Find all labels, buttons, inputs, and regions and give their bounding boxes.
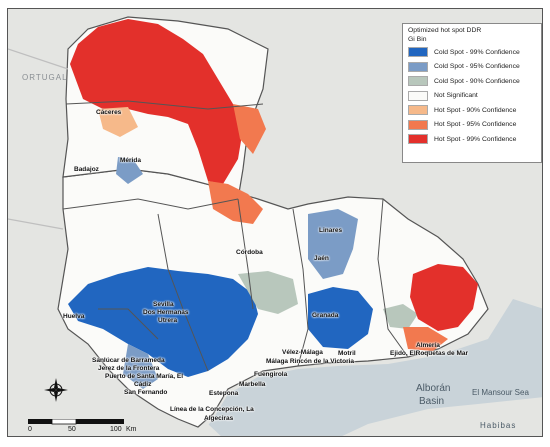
africa-land (342, 397, 542, 436)
scale-tick-0: 0 (28, 426, 32, 433)
legend-item: Cold Spot - 90% Confidence (408, 74, 536, 89)
legend-item: Cold Spot - 99% Confidence (408, 45, 536, 60)
place-jaen: Jaén (314, 255, 329, 262)
hot-spot-95-sierra (208, 181, 263, 224)
place-el-ejido: Ejido, ElRoquetas de Mar (390, 350, 469, 357)
place-linares: Linares (319, 227, 343, 234)
boundary-line (237, 198, 254, 310)
boundary-line (62, 198, 239, 210)
boundary-line (377, 198, 409, 358)
boundary-line (65, 100, 264, 110)
sea-label-mansour: El Mansour Sea (472, 388, 529, 397)
legend-swatch (408, 119, 428, 130)
place-estepona: Estepona (209, 390, 239, 397)
cold-spot-95-jaen (308, 209, 358, 279)
place-almeria: Almería (416, 342, 440, 349)
legend-rows: Cold Spot - 99% Confidence Cold Spot - 95… (408, 45, 536, 147)
map-legend: Optimized hot spot DDR Gi Bin Cold Spot … (402, 23, 542, 163)
place-marbella: Marbella (239, 381, 266, 388)
legend-item: Hot Spot - 90% Confidence (408, 103, 536, 118)
place-cadiz: Cádiz (134, 381, 152, 388)
cold-spot-90-east (383, 304, 418, 329)
road-line (8, 48, 542, 230)
legend-subtitle: Gi Bin (408, 36, 427, 43)
sea-label-alboran: Alborán (416, 383, 451, 394)
legend-title: Optimized hot spot DDR (408, 27, 482, 34)
place-badajoz: Badajoz (74, 166, 99, 173)
place-motril: Motril (338, 350, 356, 357)
place-merida: Mérida (120, 157, 141, 164)
place-rincon: Málaga Rincón de la Victoria (266, 358, 355, 365)
legend-label: Cold Spot - 95% Confidence (434, 63, 520, 71)
country-label: ORTUGAL (22, 73, 68, 82)
legend-item: Not Significant (408, 89, 536, 104)
legend-swatch (408, 105, 428, 116)
scale-unit: Km (126, 426, 137, 433)
place-sanlucar: Sanlúcar de Barrameda (92, 357, 165, 364)
place-algeciras: Algeciras (204, 415, 234, 422)
sea-label-habibas: Habibas (480, 421, 517, 430)
cold-spot-99-west (68, 267, 258, 377)
hot-spot-95-northeast (233, 104, 266, 154)
legend-label: Hot Spot - 90% Confidence (434, 106, 517, 114)
legend-swatch (408, 90, 428, 101)
place-huelva: Huelva (63, 313, 85, 320)
legend-item: Hot Spot - 95% Confidence (408, 118, 536, 133)
legend-label: Cold Spot - 99% Confidence (434, 48, 520, 56)
gibraltar-land (199, 424, 221, 436)
cold-spot-90-cordoba (238, 271, 298, 314)
legend-label: Hot Spot - 95% Confidence (434, 121, 517, 129)
place-dos-hermanas: Dos Hermanas (143, 309, 189, 316)
map-frame: ORTUGAL Cáceres Badajoz Mérida Córdoba L… (7, 8, 543, 437)
hot-spot-90-caceres (98, 107, 138, 137)
place-cordoba: Córdoba (236, 249, 263, 256)
legend-swatch (408, 76, 428, 87)
legend-label: Not Significant (434, 92, 478, 100)
scale-bar: 0 50 100 Km (28, 419, 137, 433)
sea-label-basin: Basin (419, 396, 445, 407)
boundary-line (98, 308, 159, 340)
scale-tick-50: 50 (68, 426, 76, 433)
legend-swatch (408, 134, 428, 145)
legend-item: Hot Spot - 99% Confidence (408, 132, 536, 147)
hot-spot-99-north (70, 19, 243, 184)
north-arrow-icon (44, 378, 68, 402)
place-velez: Vélez-Málaga (282, 349, 323, 356)
legend-label: Cold Spot - 90% Confidence (434, 77, 520, 85)
place-utrera: Utrera (158, 317, 178, 324)
place-sevilla: Sevilla (153, 301, 174, 308)
hot-spot-99-almeria (410, 264, 478, 331)
scale-tick-100: 100 (110, 426, 122, 433)
legend-item: Cold Spot - 95% Confidence (408, 60, 536, 75)
place-jerez: Jerez de la Frontera (98, 365, 160, 372)
place-puerto: Puerto de Santa María, El (105, 373, 184, 380)
legend-swatch (408, 47, 428, 58)
boundary-line (157, 213, 209, 372)
place-linea: Línea de la Concepción, La (170, 406, 254, 413)
place-caceres: Cáceres (96, 109, 122, 116)
cold-spot-95-cadiz (123, 344, 158, 389)
cold-spot-95-merida (116, 157, 143, 184)
hot-spot-95-almeria (403, 327, 448, 351)
cold-spot-99-granada (308, 287, 373, 349)
boundary-line (292, 208, 309, 367)
place-granada: Granada (312, 312, 339, 319)
legend-label: Hot Spot - 99% Confidence (434, 135, 517, 143)
legend-swatch (408, 61, 428, 72)
place-fuengirola: Fuengirola (254, 371, 288, 378)
place-san-fernando: San Fernando (124, 389, 168, 396)
scale-bar-graphic (28, 419, 124, 425)
